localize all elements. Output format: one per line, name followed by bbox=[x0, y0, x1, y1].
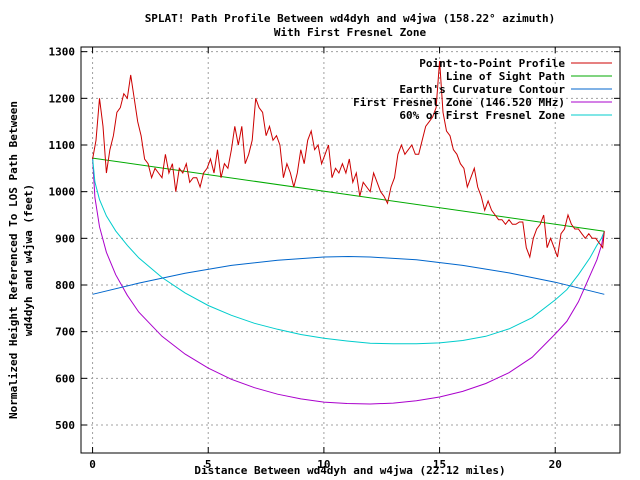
y-tick-label: 1000 bbox=[49, 186, 76, 199]
y-tick-label: 1200 bbox=[49, 92, 76, 105]
series-line-1 bbox=[92, 157, 605, 232]
chart-title: SPLAT! Path Profile Between wd4dyh and w… bbox=[145, 12, 556, 25]
axis-ticks: 500 600 700 800 900 1000 1100 1200 1300 0 5 10 15 20 bbox=[49, 46, 620, 471]
legend-entry-label: First Fresnel Zone (146.520 MHz) bbox=[353, 96, 565, 109]
y-tick-label: 1300 bbox=[49, 46, 76, 59]
plot-frame bbox=[80, 46, 621, 454]
x-tick-label: 15 bbox=[433, 458, 446, 471]
legend-entry-label: Earth's Curvature Contour bbox=[399, 83, 565, 96]
legend-entry-label: Point-to-Point Profile bbox=[419, 57, 565, 70]
legend-entry-label: 60% of First Fresnel Zone bbox=[399, 109, 565, 122]
y-tick-label: 800 bbox=[55, 279, 75, 292]
x-tick-label: 0 bbox=[89, 458, 96, 471]
x-tick-label: 5 bbox=[205, 458, 212, 471]
x-axis-label: Distance Between wd4dyh and w4jwa (22.12… bbox=[194, 464, 505, 477]
y-tick-label: 900 bbox=[55, 232, 75, 245]
y-tick-label: 500 bbox=[55, 419, 75, 432]
series-line-4 bbox=[92, 158, 605, 345]
x-tick-label: 10 bbox=[317, 458, 330, 471]
y-axis-label-line2: wd4dyh and w4jwa (feet) bbox=[22, 184, 35, 336]
y-tick-label: 700 bbox=[55, 326, 75, 339]
y-tick-label: 600 bbox=[55, 372, 75, 385]
x-tick-label: 20 bbox=[549, 458, 562, 471]
series-line-2 bbox=[92, 255, 605, 295]
series-line-0 bbox=[92, 60, 605, 259]
chart-subtitle: With First Fresnel Zone bbox=[274, 26, 427, 39]
series-line-3 bbox=[92, 158, 605, 405]
y-tick-label: 1100 bbox=[49, 139, 76, 152]
series-layer bbox=[92, 60, 605, 405]
legend-entry-label: Line of Sight Path bbox=[446, 70, 565, 83]
y-axis-label-line1: Normalized Height Referenced To LOS Path… bbox=[7, 101, 20, 419]
